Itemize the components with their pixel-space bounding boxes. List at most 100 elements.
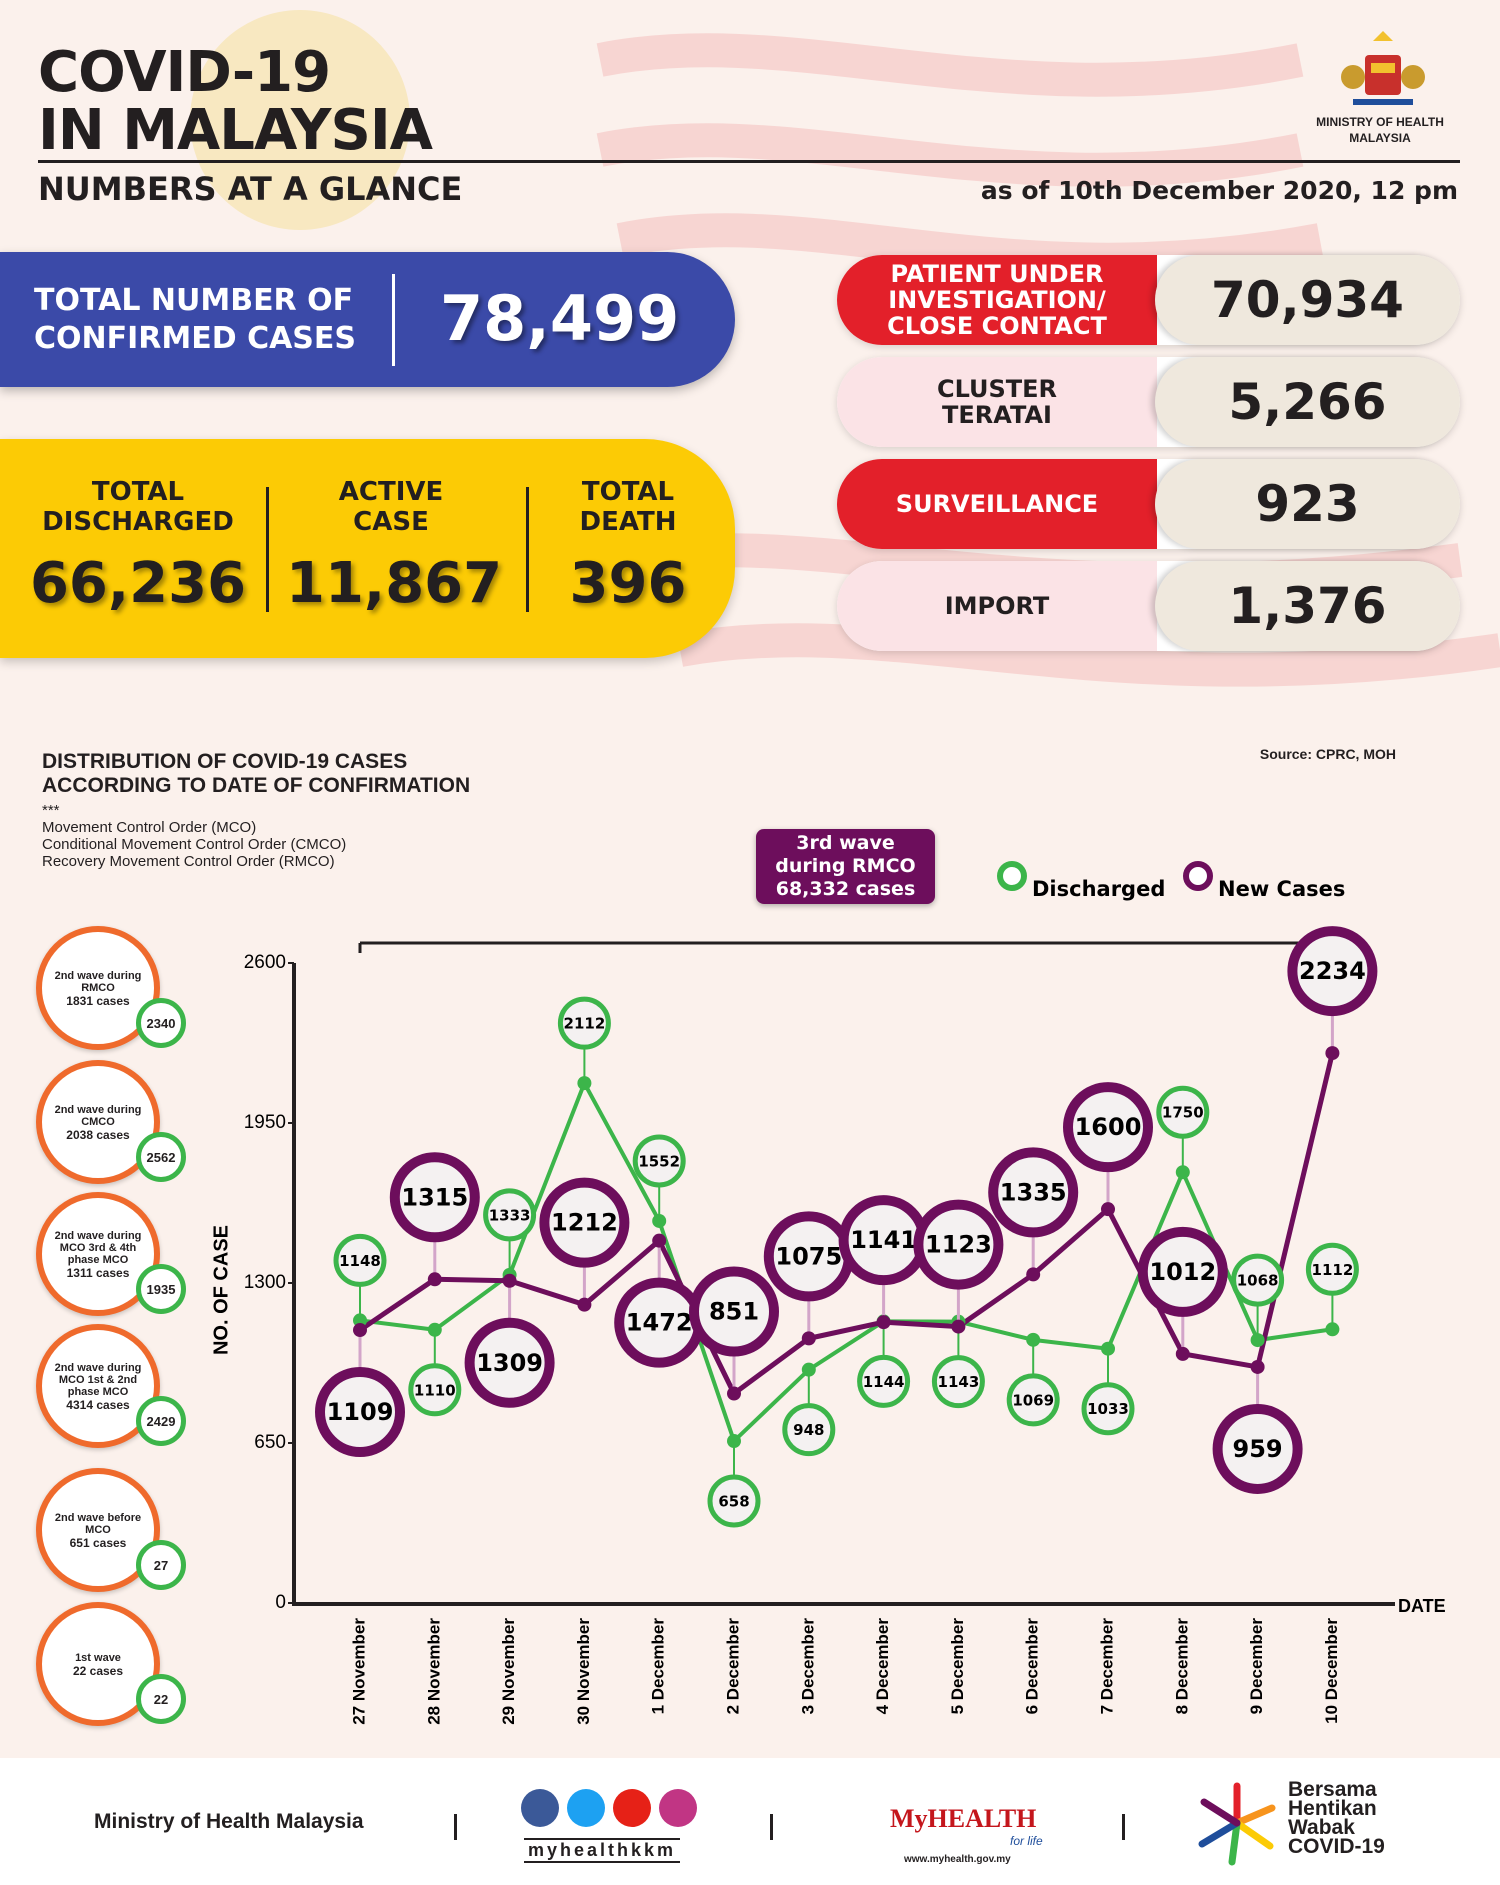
data-label: 851 [709,1298,759,1326]
breakdown-value: 70,934 [1155,255,1460,345]
breakdown-label: IMPORT [837,561,1157,651]
breakdown-value: 5,266 [1155,357,1460,447]
summary-label: TOTAL DISCHARGED [42,477,234,537]
wave-circle: 2nd wave during MCO 1st & 2nd phase MCO 4… [36,1324,160,1448]
campaign-line: COVID-19 [1288,1835,1385,1858]
y-tick-label: 1300 [244,1272,286,1293]
separator [454,1814,457,1840]
note: Conditional Movement Control Order (CMCO… [42,836,347,853]
x-tick-label: 5 December [948,1618,967,1715]
separator [266,487,269,612]
note: Movement Control Order (MCO) [42,819,257,836]
wave-discharged: 27 [136,1540,186,1590]
label-bubble [782,1403,836,1457]
footer-handle: myhealthkkm [524,1838,681,1863]
twitter-icon[interactable] [567,1789,605,1827]
footer: Ministry of Health Malaysia myhealthkkm … [0,1758,1500,1885]
confirmed-value: 78,499 [440,282,680,355]
separator [1122,1814,1125,1840]
wave-circle: 2nd wave before MCO 651 cases [36,1468,160,1592]
summary-item: TOTAL DISCHARGED 66,236 [28,477,248,616]
chart-title-line: DISTRIBUTION OF COVID-19 CASES [42,750,408,773]
data-label: 1141 [850,1226,917,1254]
label-bubble [632,1134,686,1188]
label-bubble [464,1317,555,1408]
title: COVID-19 IN MALAYSIA [38,44,433,163]
facebook-icon[interactable] [521,1789,559,1827]
series-line [358,1052,1335,1398]
data-point [727,1434,741,1449]
breakdown-value: 1,376 [1155,561,1460,651]
label-bubble [857,1354,911,1408]
data-label: 1600 [1075,1113,1142,1141]
wave-cases: 2038 cases [66,1127,130,1142]
annotation: 3rd wave during RMCO 68,332 cases [756,829,935,904]
wave-label: 2nd wave during MCO 1st & 2nd phase MCO [54,1361,142,1398]
series-line [359,1078,1333,1445]
breakdown-row: SURVEILLANCE 923 [837,459,1460,549]
youtube-icon[interactable] [613,1789,651,1827]
label-bubble [315,1367,405,1458]
label-bubble [988,1147,1079,1238]
data-point [577,1076,592,1091]
data-label: 1123 [925,1231,992,1259]
footer-brand: MyHEALTH [890,1804,1037,1833]
x-tick-label: 9 December [1247,1618,1266,1715]
legend-label: Discharged [1032,877,1165,901]
campaign-line: Bersama [1288,1778,1377,1801]
labels: 1148 1110 1333 2112 1552 658 948 1144 1143 1069 10… [315,926,1378,1528]
data-label: 1109 [327,1398,394,1426]
x-tick-label: 10 December [1322,1618,1341,1724]
x-tick-label: 7 December [1097,1618,1116,1715]
wave-cases: 1311 cases [66,1265,130,1280]
label-bubble [689,1266,779,1357]
wave-cases: 4314 cases [66,1397,130,1412]
summary-item: TOTAL DEATH 396 [548,477,708,616]
data-point [951,1319,966,1334]
summary-value: 66,236 [29,551,247,616]
data-label: 1333 [489,1206,531,1224]
rule [38,160,1460,163]
data-label: 1068 [1237,1272,1279,1290]
data-label: 1552 [638,1152,680,1170]
data-label: 1315 [401,1183,468,1211]
flag-moon [190,10,410,230]
data-point [1175,1165,1190,1180]
title-line: IN MALAYSIA [38,98,433,163]
data-label: 1472 [626,1309,693,1337]
breakdown-label: CLUSTER TERATAI [837,357,1157,447]
notes: *** Movement Control Order (MCO) Condition… [42,802,346,870]
campaign-line: Hentikan [1288,1797,1377,1820]
label-bubble [333,1233,387,1287]
data-label: 1335 [1000,1178,1067,1206]
footer-tagline: for life [1010,1834,1043,1848]
campaign-line: Wabak [1288,1816,1355,1839]
label-bubble [1137,1226,1228,1317]
separator [526,487,529,612]
ministry: MINISTRY OF HEALTH MALAYSIA [1316,115,1444,145]
instagram-icon[interactable] [659,1789,697,1827]
date: as of 10th December 2020, 12 pm [980,176,1458,205]
label-bubble [1063,1082,1153,1173]
social-icons [521,1789,697,1827]
x-tick-label: 29 November [499,1618,518,1725]
x-tick-label: 30 November [574,1618,593,1725]
label-bubble [557,996,611,1050]
data-label: 959 [1233,1435,1283,1463]
data-label: 1148 [339,1252,381,1270]
data-label: 1309 [476,1349,543,1377]
x-tick-label: 6 December [1023,1618,1042,1715]
legend: Discharged New Cases [997,861,1345,901]
label-bubble [389,1152,480,1243]
label-bubble [408,1363,462,1417]
wave-discharged: 22 [136,1674,186,1724]
data-label: 1069 [1012,1391,1054,1409]
y-tick-label: 650 [254,1432,286,1453]
label-bubble [707,1474,761,1528]
annotation-line: 3rd wave [796,832,895,854]
data-label: 1012 [1149,1258,1216,1286]
chart-title-line: ACCORDING TO DATE OF CONFIRMATION [42,774,471,797]
data-point [1026,1332,1041,1347]
wave-discharged: 1935 [136,1264,186,1314]
